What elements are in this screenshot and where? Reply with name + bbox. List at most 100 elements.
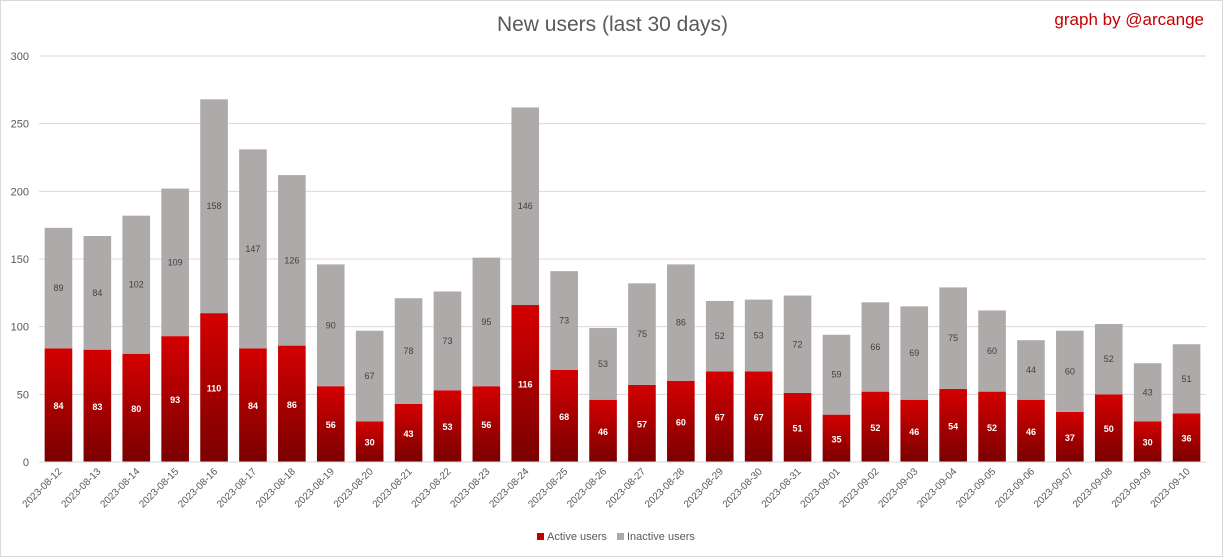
x-tick-label: 2023-08-15 xyxy=(137,466,181,510)
bar-inactive xyxy=(628,283,656,385)
x-tick-label: 2023-08-30 xyxy=(721,466,765,510)
bar-active xyxy=(239,348,267,462)
data-label-active: 50 xyxy=(1104,424,1114,434)
data-label-active: 37 xyxy=(1065,433,1075,443)
x-tick-label: 2023-09-08 xyxy=(1071,466,1115,510)
bar-inactive xyxy=(667,264,695,381)
bar-inactive xyxy=(1056,330,1084,412)
x-tick-label: 2023-08-24 xyxy=(487,466,531,510)
data-label-inactive: 109 xyxy=(168,257,183,267)
x-tick-label: 2023-08-20 xyxy=(332,466,376,510)
bar-active xyxy=(861,391,890,462)
data-label-inactive: 95 xyxy=(481,317,491,327)
data-label-active: 46 xyxy=(909,427,919,437)
data-label-inactive: 52 xyxy=(1104,354,1114,364)
data-label-active: 84 xyxy=(53,401,63,411)
bar-active xyxy=(705,371,734,462)
data-label-inactive: 84 xyxy=(92,288,102,298)
data-label-active: 56 xyxy=(481,420,491,430)
data-label-inactive: 69 xyxy=(909,348,919,358)
bar-inactive xyxy=(161,188,189,337)
legend-inactive-swatch xyxy=(617,533,624,540)
y-tick-label: 0 xyxy=(23,457,29,469)
data-label-inactive: 53 xyxy=(754,330,764,340)
bar-active xyxy=(278,345,306,462)
y-tick-label: 200 xyxy=(11,186,29,198)
data-label-active: 30 xyxy=(365,438,375,448)
data-label-active: 86 xyxy=(287,400,297,410)
x-tick-label: 2023-08-23 xyxy=(449,466,493,510)
bar-inactive xyxy=(900,306,929,400)
x-tick-label: 2023-08-14 xyxy=(98,466,142,510)
data-label-active: 83 xyxy=(92,402,102,412)
data-label-inactive: 52 xyxy=(715,331,725,341)
data-label-active: 67 xyxy=(754,413,764,423)
data-label-inactive: 44 xyxy=(1026,365,1036,375)
bar-inactive xyxy=(939,287,967,389)
x-tick-label: 2023-08-31 xyxy=(760,466,804,510)
x-tick-label: 2023-08-12 xyxy=(21,466,65,510)
bar-active xyxy=(550,369,578,462)
data-label-active: 60 xyxy=(676,417,686,427)
data-label-active: 30 xyxy=(1143,438,1153,448)
x-tick-label: 2023-09-10 xyxy=(1149,466,1193,510)
bar-active xyxy=(978,391,1006,462)
bar-inactive xyxy=(1094,323,1123,395)
bar-inactive xyxy=(278,175,306,346)
y-tick-label: 50 xyxy=(17,389,29,401)
bar-inactive xyxy=(822,334,851,415)
bar-inactive xyxy=(783,295,812,393)
bar-active xyxy=(1017,399,1045,462)
bar-active xyxy=(161,336,189,462)
bar-active xyxy=(200,313,228,462)
bar-active xyxy=(900,399,929,462)
data-label-inactive: 67 xyxy=(365,371,375,381)
bar-active xyxy=(511,305,540,462)
bar-active xyxy=(44,348,73,462)
bar-inactive xyxy=(122,215,151,354)
bar-active xyxy=(1056,411,1084,462)
bar-inactive xyxy=(1172,344,1201,414)
legend-inactive-label: Inactive users xyxy=(627,531,695,543)
data-label-inactive: 146 xyxy=(518,201,533,211)
bar-inactive xyxy=(433,291,462,391)
data-label-inactive: 75 xyxy=(948,333,958,343)
bar-active xyxy=(783,392,812,462)
bar-inactive xyxy=(239,149,267,349)
bar-inactive xyxy=(589,328,617,400)
y-tick-label: 300 xyxy=(11,51,29,63)
data-label-active: 84 xyxy=(248,401,258,411)
data-label-inactive: 89 xyxy=(53,283,63,293)
x-tick-label: 2023-08-13 xyxy=(60,466,104,510)
data-label-active: 57 xyxy=(637,419,647,429)
bar-inactive xyxy=(705,300,734,372)
bar-active xyxy=(744,371,773,462)
bar-active xyxy=(1172,413,1201,462)
data-label-active: 116 xyxy=(518,380,533,390)
bar-active xyxy=(122,353,151,462)
data-label-inactive: 75 xyxy=(637,329,647,339)
data-label-active: 35 xyxy=(831,434,841,444)
data-label-active: 52 xyxy=(987,423,997,433)
legend-active-swatch xyxy=(537,533,544,540)
bar-inactive xyxy=(978,310,1006,392)
data-label-active: 67 xyxy=(715,413,725,423)
x-tick-label: 2023-08-21 xyxy=(371,466,415,510)
bar-active xyxy=(589,399,617,462)
bar-inactive xyxy=(355,330,384,422)
x-tick-label: 2023-09-03 xyxy=(876,466,920,510)
data-label-active: 51 xyxy=(793,423,803,433)
data-label-active: 36 xyxy=(1182,434,1192,444)
bar-inactive xyxy=(394,298,423,404)
x-tick-label: 2023-09-04 xyxy=(915,466,959,510)
x-tick-label: 2023-08-28 xyxy=(643,466,687,510)
x-tick-label: 2023-08-26 xyxy=(565,466,609,510)
data-label-inactive: 51 xyxy=(1182,374,1192,384)
x-tick-label: 2023-08-25 xyxy=(526,466,570,510)
x-tick-label: 2023-09-09 xyxy=(1110,466,1154,510)
data-label-inactive: 43 xyxy=(1143,387,1153,397)
chart-credit: graph by @arcange xyxy=(1054,10,1204,29)
x-tick-label: 2023-08-17 xyxy=(215,466,259,510)
data-label-inactive: 60 xyxy=(1065,366,1075,376)
